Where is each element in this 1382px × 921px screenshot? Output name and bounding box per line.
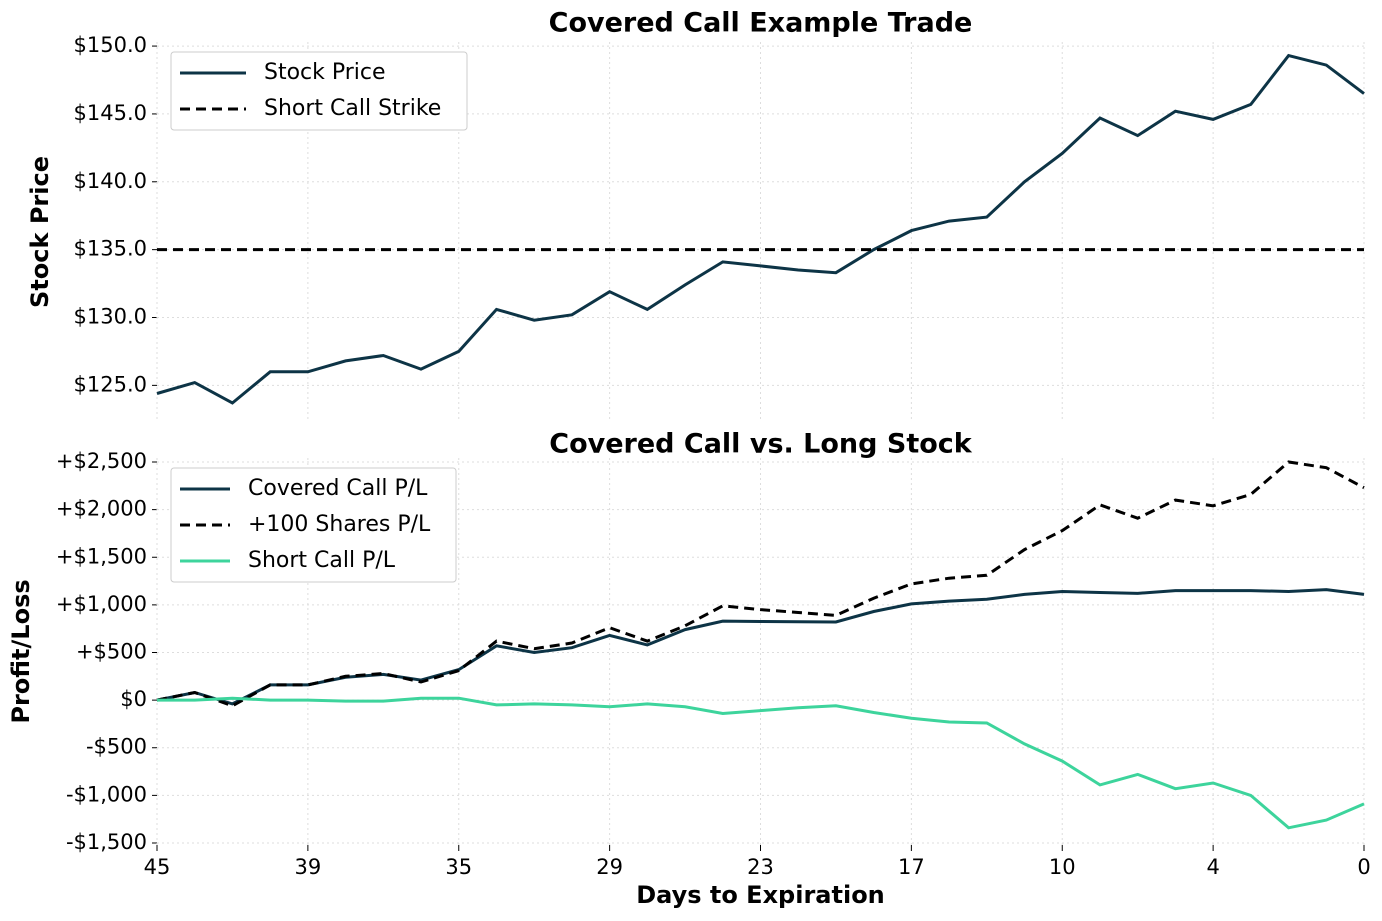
y-tick-label: $0 <box>120 687 147 711</box>
y-tick-label: +$2,000 <box>56 497 147 521</box>
x-tick-label: 4 <box>1206 855 1219 879</box>
legend-box <box>170 467 457 583</box>
legend-label: Stock Price <box>264 60 386 85</box>
y-tick-label: -$1,000 <box>66 782 147 806</box>
legend-label: Short Call P/L <box>248 548 396 573</box>
chart-title: Covered Call vs. Long Stock <box>549 429 973 460</box>
chart-title: Covered Call Example Trade <box>549 8 973 39</box>
series-line <box>157 696 1365 830</box>
y-tick-label: $140.0 <box>74 169 147 193</box>
y-tick-label: -$1,500 <box>66 830 147 854</box>
series-line <box>156 53 1365 405</box>
y-tick-label: $130.0 <box>74 305 147 329</box>
y-tick-label: $150.0 <box>74 33 147 57</box>
x-tick-label: 29 <box>596 855 623 879</box>
x-tick-label: 0 <box>1357 855 1370 879</box>
x-tick-label: 17 <box>898 855 925 879</box>
legend-label: Covered Call P/L <box>248 476 428 501</box>
y-tick-label: +$2,500 <box>56 449 147 473</box>
x-tick-label: 10 <box>1049 855 1076 879</box>
y-tick-label: $145.0 <box>74 101 147 125</box>
x-axis-label: Days to Expiration <box>636 881 885 909</box>
y-tick-label: +$1,000 <box>56 592 147 616</box>
y-tick-label: $135.0 <box>74 237 147 261</box>
x-tick-label: 23 <box>747 855 774 879</box>
y-axis-label: Profit/Loss <box>7 579 35 723</box>
y-axis-label: Stock Price <box>26 156 54 308</box>
y-tick-label: +$500 <box>76 640 147 664</box>
legend-label: +100 Shares P/L <box>248 512 431 537</box>
x-tick-label: 35 <box>445 855 472 879</box>
y-tick-label: $125.0 <box>74 372 147 396</box>
legend-label: Short Call Strike <box>264 96 441 121</box>
y-tick-label: -$500 <box>86 735 147 759</box>
x-tick-label: 45 <box>144 855 171 879</box>
x-tick-label: 39 <box>295 855 322 879</box>
series-line <box>156 460 1365 708</box>
series-line <box>156 588 1365 706</box>
y-tick-label: +$1,500 <box>56 544 147 568</box>
